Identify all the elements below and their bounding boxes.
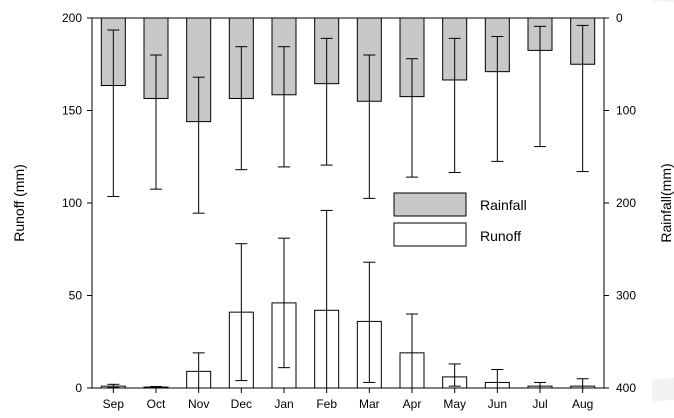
x-tick-label-nov: Nov [188, 397, 209, 411]
x-tick-label-aug: Aug [572, 397, 593, 411]
right-tick-label-300: 300 [616, 289, 636, 303]
x-tick-label-mar: Mar [359, 397, 380, 411]
left-tick-label-200: 200 [62, 11, 82, 25]
x-tick-label-sep: Sep [103, 397, 125, 411]
legend: Rainfall Runoff [393, 192, 527, 247]
legend-label-runoff: Runoff [480, 228, 521, 244]
left-tick-label-150: 150 [62, 104, 82, 118]
right-tick-label-200: 200 [616, 196, 636, 210]
left-tick-label-50: 50 [69, 289, 83, 303]
error-bars [107, 24, 589, 389]
left-axis-title: Runoff (mm) [11, 164, 27, 242]
right-axis-title: Rainfall(mm) [658, 163, 674, 242]
right-tick-label-100: 100 [616, 104, 636, 118]
x-tick-label-jan: Jan [274, 397, 293, 411]
right-y-axis: 0 100 200 300 400 [604, 11, 636, 395]
legend-label-rainfall: Rainfall [480, 197, 527, 213]
right-tick-label-0: 0 [616, 11, 623, 25]
right-tick-label-400: 400 [616, 381, 636, 395]
legend-swatch-runoff [393, 222, 467, 247]
rainfall-bars [100, 17, 596, 123]
x-tick-label-oct: Oct [147, 397, 166, 411]
runoff-bars [100, 302, 596, 389]
x-tick-label-jul: Jul [532, 397, 547, 411]
left-tick-label-0: 0 [75, 381, 82, 395]
plot-frame [91, 17, 605, 389]
x-tick-label-feb: Feb [316, 397, 337, 411]
legend-swatch-rainfall [393, 192, 467, 217]
x-tick-label-dec: Dec [231, 397, 252, 411]
left-tick-label-100: 100 [62, 196, 82, 210]
x-axis: Sep Oct Nov Dec Jan Feb Mar Apr May Jun Jul Aug [103, 388, 593, 411]
x-tick-label-may: May [443, 397, 466, 411]
x-tick-label-apr: Apr [403, 397, 422, 411]
left-y-axis: 0 50 100 150 200 [62, 11, 92, 395]
x-tick-label-jun: Jun [488, 397, 507, 411]
